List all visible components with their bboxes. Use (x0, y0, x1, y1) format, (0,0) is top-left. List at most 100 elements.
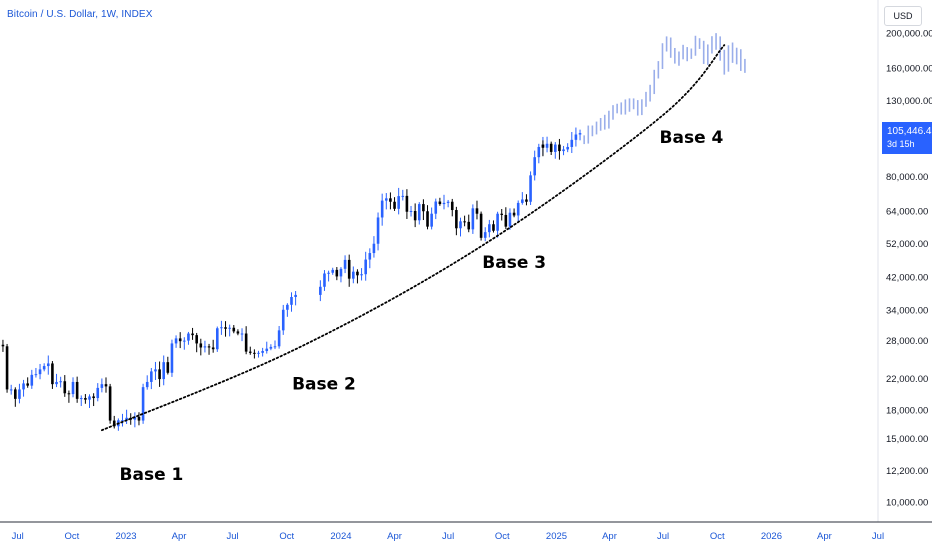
candle (232, 325, 236, 334)
candle-body (574, 134, 578, 140)
candle-body (162, 362, 166, 380)
candle-body (183, 340, 186, 342)
candle (554, 142, 557, 159)
candle (79, 395, 83, 407)
candle (67, 390, 71, 403)
candle-body (195, 335, 198, 344)
candle-body (488, 224, 491, 233)
time-tick-label: Jul (227, 531, 239, 542)
candle-body (389, 198, 392, 202)
candle (236, 329, 240, 336)
candle (397, 187, 400, 215)
projection-bars (583, 33, 746, 145)
candle-body (150, 371, 153, 382)
candle (281, 304, 285, 335)
candle (496, 211, 499, 238)
candle-body (525, 199, 528, 202)
candle (207, 343, 211, 355)
candle (335, 267, 339, 281)
time-tick-label: Oct (279, 531, 294, 542)
candle (521, 192, 524, 205)
candle-body (483, 232, 487, 238)
candle-body (14, 389, 17, 399)
candle-body (504, 214, 508, 227)
candle-body (430, 213, 433, 227)
candle (401, 189, 405, 201)
candle (479, 211, 483, 241)
candle (442, 194, 446, 210)
candle (360, 268, 363, 281)
candle-body (558, 144, 561, 152)
candle-body (170, 343, 174, 373)
candle-body (294, 294, 297, 298)
candle (158, 361, 161, 387)
candle (339, 267, 343, 283)
price-tick-label: 200,000.00 (886, 28, 932, 39)
candle-body (236, 331, 240, 334)
candle (63, 375, 67, 397)
candle-body (38, 369, 42, 375)
candle (244, 326, 248, 355)
time-tick-label: Oct (64, 531, 79, 542)
candle-body (323, 273, 326, 287)
candle-body (67, 393, 71, 395)
candle-body (442, 202, 446, 205)
candle (533, 150, 536, 181)
candle (372, 236, 376, 258)
candle-body (96, 387, 100, 399)
candle (529, 171, 532, 205)
price-tick-label: 52,000.00 (886, 239, 928, 250)
candle (368, 248, 372, 269)
candle-body (496, 213, 499, 231)
time-tick-label: 2024 (330, 531, 351, 542)
currency-button[interactable]: USD (884, 6, 922, 26)
time-tick-label: Apr (602, 531, 617, 542)
candle (438, 197, 442, 206)
candle-body (265, 348, 269, 352)
candle-body (137, 416, 141, 421)
candle (471, 204, 475, 234)
candle (96, 383, 100, 402)
candle-body (286, 304, 289, 310)
candle (512, 208, 516, 218)
candle-body (570, 139, 574, 147)
candle (290, 292, 293, 312)
candle-body (376, 217, 380, 244)
candle (248, 346, 252, 355)
candle (483, 227, 487, 242)
candle (578, 129, 582, 141)
candle (22, 379, 25, 397)
price-tick-label: 42,000.00 (886, 273, 928, 284)
annotation-base-1: Base 1 (120, 465, 184, 485)
price-axis[interactable]: 200,000.00 160,000.00 130,000.00 80,000.00 6… (886, 28, 932, 508)
trendline[interactable] (101, 44, 726, 432)
candle (265, 341, 269, 354)
trendline-curve[interactable] (101, 44, 726, 432)
candle-body (459, 221, 462, 229)
candle-body (393, 201, 396, 209)
candle (18, 383, 21, 404)
bar-countdown: 3d 15h (887, 139, 915, 149)
candle (104, 377, 108, 393)
time-tick-label: Apr (172, 531, 187, 542)
annotations: Base 1 Base 2 Base 3 Base 4 (120, 128, 724, 485)
candle (30, 369, 34, 389)
candle (417, 202, 421, 225)
candle-body (257, 352, 260, 354)
candle (100, 378, 104, 393)
candle (195, 332, 198, 353)
time-axis[interactable]: Jul Oct 2023 Apr Jul Oct 2024 Apr Jul Oct 2025 Apr J… (12, 531, 884, 542)
candle (273, 340, 277, 350)
candle-body (187, 333, 190, 341)
last-price-badge: 105,446.43 3d 15h (882, 122, 932, 154)
candle (240, 328, 244, 342)
candle (277, 326, 281, 349)
candle (422, 199, 425, 221)
symbol-title[interactable]: Bitcoin / U.S. Dollar, 1W, INDEX (7, 9, 153, 20)
candle (356, 269, 359, 284)
candle-body (248, 351, 252, 353)
candle (71, 377, 75, 398)
candle-body (566, 146, 569, 150)
candle (393, 197, 396, 211)
